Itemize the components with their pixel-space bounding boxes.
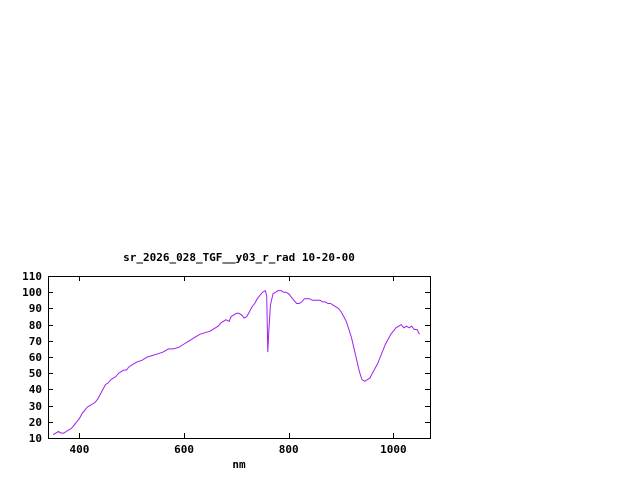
y-tick-label: 10 — [28, 432, 42, 445]
series-line — [52, 289, 420, 436]
y-tick-label: 20 — [28, 415, 42, 429]
y-tick-label: 110 — [22, 270, 42, 283]
plot-border — [48, 276, 431, 439]
y-tick-label: 70 — [28, 334, 42, 348]
y-tick-label: 90 — [28, 302, 42, 316]
y-tick-label: 80 — [28, 318, 42, 332]
x-tick-label: 800 — [278, 443, 299, 456]
chart-title: sr_2026_028_TGF__y03_r_rad 10-20-00 — [123, 251, 355, 264]
x-tick-label: 400 — [69, 443, 90, 456]
x-tick-label: 1000 — [380, 443, 407, 456]
y-tick-label: 60 — [28, 351, 42, 364]
y-tick-label: 40 — [28, 383, 42, 397]
x-tick-label: 600 — [174, 443, 194, 456]
y-tick-label: 30 — [28, 399, 42, 413]
y-tick-label: 50 — [28, 367, 42, 381]
y-tick-label: 100 — [22, 286, 42, 300]
x-axis-label: nm — [232, 458, 246, 471]
